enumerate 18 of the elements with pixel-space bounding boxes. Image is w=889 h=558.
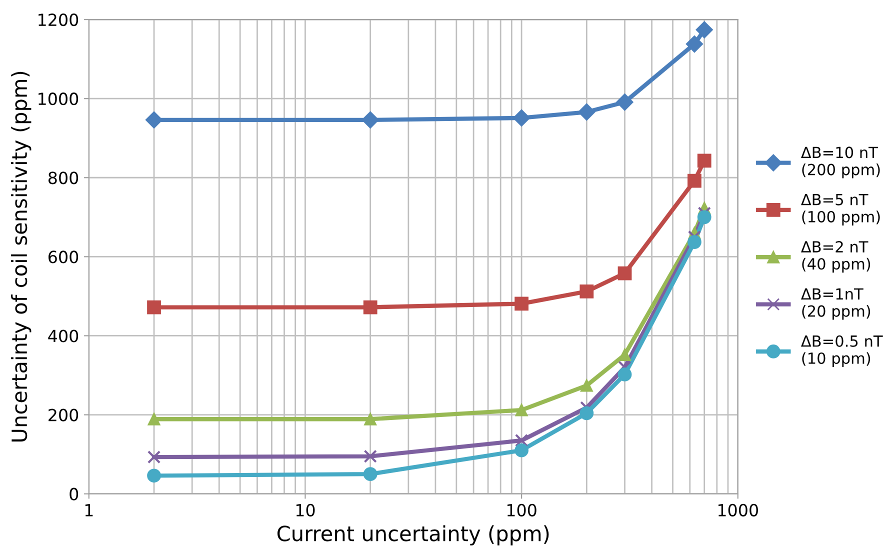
y-tick-label: 1200: [38, 13, 78, 26]
y-axis-title: Uncertainty of coil sensitivity (ppm): [11, 72, 32, 442]
legend-label: ΔB=10 nT (200 ppm): [801, 146, 880, 178]
legend-label: ΔB=0.5 nT (10 ppm): [801, 335, 883, 367]
x-tick-label: 10: [296, 504, 315, 516]
x-tick-label: 1: [85, 504, 93, 516]
legend-label: ΔB=5 nT (100 ppm): [801, 194, 880, 226]
y-tick-label: 400: [48, 330, 78, 342]
y-tick-label: 1000: [38, 92, 78, 106]
legend-label: ΔB=2 nT (40 ppm): [801, 241, 870, 273]
y-tick-label: 0: [70, 488, 78, 500]
x-tick-label: 100: [507, 504, 536, 516]
y-tick-label: 600: [48, 250, 78, 264]
x-axis-title: Current uncertainty (ppm): [277, 525, 549, 546]
legend-label: ΔB=1nT (20 ppm): [801, 288, 870, 320]
y-tick-label: 800: [48, 172, 78, 184]
x-tick-label: 1000: [718, 504, 758, 516]
y-tick-label: 200: [48, 408, 78, 422]
